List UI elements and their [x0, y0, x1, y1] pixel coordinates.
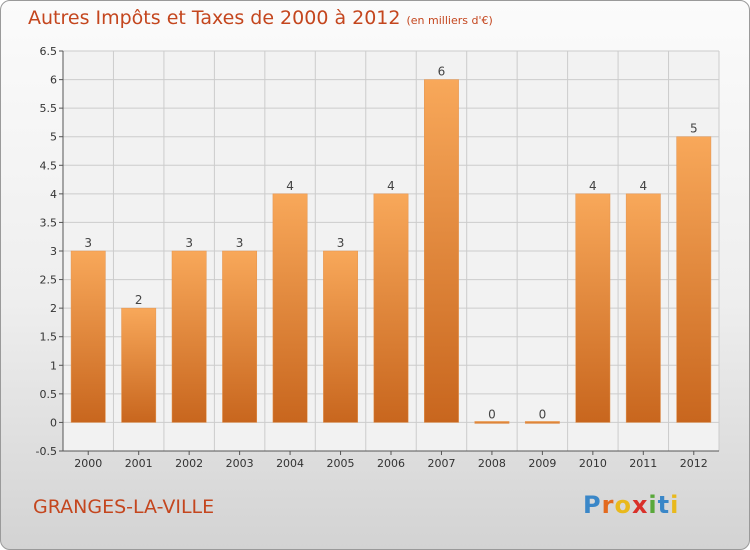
x-tick-label: 2001	[125, 457, 153, 470]
data-label: 3	[84, 236, 92, 250]
x-tick-label: 2008	[478, 457, 506, 470]
data-label: 6	[438, 65, 446, 79]
bar	[424, 79, 459, 423]
y-tick-label: 5.5	[40, 102, 58, 115]
x-tick-label: 2009	[528, 457, 556, 470]
y-tick-label: 3	[50, 245, 57, 258]
chart-title-text: Autres Impôts et Taxes de 2000 à 2012	[28, 7, 401, 29]
data-label: 4	[387, 179, 395, 193]
town-name: GRANGES-LA-VILLE	[33, 496, 215, 518]
bar	[524, 421, 560, 424]
bar	[70, 250, 106, 423]
y-tick-label: 4	[50, 188, 57, 201]
y-tick-label: 6	[50, 74, 57, 87]
y-tick-label: 3.5	[40, 216, 58, 229]
bar	[625, 193, 661, 423]
bar	[676, 136, 712, 423]
data-label: 3	[337, 236, 345, 250]
data-label: 0	[539, 407, 547, 421]
data-label: 5	[690, 122, 698, 136]
x-tick-label: 2003	[226, 457, 254, 470]
y-tick-label: 4.5	[40, 159, 58, 172]
data-label: 2	[135, 293, 143, 307]
y-tick-label: -0.5	[36, 445, 57, 458]
bar	[323, 250, 358, 423]
chart-subtitle: (en milliers d'€)	[406, 14, 493, 27]
bar	[222, 250, 258, 423]
bar	[575, 193, 611, 423]
bar	[121, 307, 157, 423]
y-tick-label: 0.5	[40, 388, 58, 401]
proxiti-logo: Proxiti	[583, 491, 680, 519]
data-label: 4	[286, 179, 294, 193]
bar	[171, 250, 207, 423]
x-tick-label: 2004	[276, 457, 304, 470]
x-tick-label: 2005	[327, 457, 355, 470]
y-tick-label: 6.5	[40, 45, 58, 58]
data-label: 4	[589, 179, 597, 193]
bar	[373, 193, 409, 423]
data-label: 3	[185, 236, 193, 250]
y-tick-label: 0	[50, 416, 57, 429]
bar	[272, 193, 308, 423]
x-tick-label: 2012	[680, 457, 708, 470]
x-tick-label: 2006	[377, 457, 405, 470]
x-tick-label: 2011	[629, 457, 657, 470]
data-label: 3	[236, 236, 244, 250]
y-tick-label: 1.5	[40, 331, 58, 344]
y-tick-label: 5	[50, 131, 57, 144]
y-tick-label: 2	[50, 302, 57, 315]
y-tick-label: 2.5	[40, 274, 58, 287]
bar	[474, 421, 510, 424]
chart-title: Autres Impôts et Taxes de 2000 à 2012 (en…	[28, 7, 493, 29]
x-tick-label: 2002	[175, 457, 203, 470]
data-label: 0	[488, 407, 496, 421]
y-tick-label: 1	[50, 359, 57, 372]
x-tick-label: 2010	[579, 457, 607, 470]
x-tick-label: 2000	[74, 457, 102, 470]
data-label: 4	[639, 179, 647, 193]
x-tick-label: 2007	[427, 457, 455, 470]
